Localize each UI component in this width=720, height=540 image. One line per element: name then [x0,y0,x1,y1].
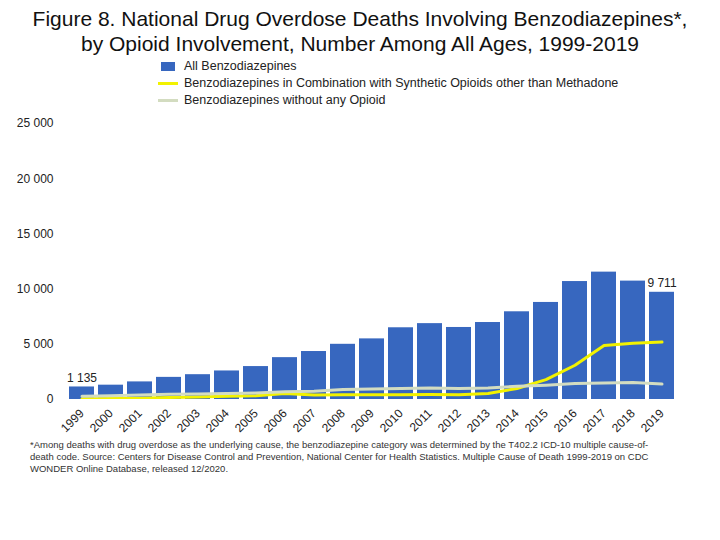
svg-text:15 000: 15 000 [17,227,54,241]
html-text:Benzodiazepines in Combination: Benzodiazepines in Combination with Synt… [184,76,619,90]
html-text:All Benzodiazepines: All Benzodiazepines [184,59,297,73]
svg-text:2014: 2014 [493,406,522,435]
svg-text:2009: 2009 [348,406,377,435]
html-text:Benzodiazepines without any Op: Benzodiazepines without any Opioid [184,93,386,107]
svg-text:2017: 2017 [580,406,609,435]
svg-text:2013: 2013 [464,406,493,435]
svg-text:9 711: 9 711 [647,276,676,290]
svg-text:2016: 2016 [551,406,580,435]
svg-text:2006: 2006 [261,406,290,435]
svg-text:2001: 2001 [116,406,145,435]
svg-text:2011: 2011 [407,406,435,434]
svg-text:2012: 2012 [435,406,464,435]
svg-text:2010: 2010 [377,406,406,435]
svg-text:0: 0 [47,392,54,406]
svg-text:2000: 2000 [87,406,116,435]
svg-text:2008: 2008 [319,406,348,435]
svg-text:2015: 2015 [522,406,551,435]
svg-text:2005: 2005 [232,406,261,435]
html-text:Figure 8. National Drug Overdo: Figure 8. National Drug Overdose Deaths … [32,7,688,55]
svg-text:2007: 2007 [290,406,319,435]
svg-text:2018: 2018 [609,406,638,435]
svg-text:1 135: 1 135 [67,371,97,385]
svg-text:25 000: 25 000 [17,116,54,130]
html-text:*Among deaths with drug overdo: *Among deaths with drug overdose as the … [30,439,649,474]
svg-text:2004: 2004 [203,406,232,435]
svg-text:1999: 1999 [58,406,87,435]
svg-text:2003: 2003 [174,406,203,435]
svg-text:5 000: 5 000 [23,337,53,351]
svg-text:20 000: 20 000 [17,172,54,186]
svg-text:2002: 2002 [145,406,174,435]
svg-text:10 000: 10 000 [17,282,54,296]
svg-text:2019: 2019 [638,406,667,435]
